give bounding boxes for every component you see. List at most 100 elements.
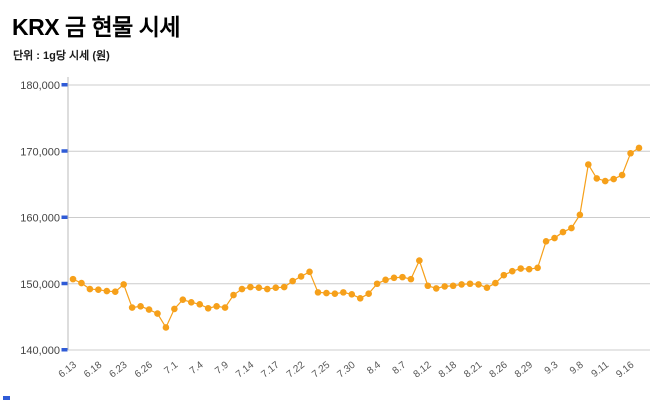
data-point xyxy=(365,290,372,297)
data-point xyxy=(373,280,381,288)
data-point xyxy=(627,149,634,157)
x-axis-label: 6.13 xyxy=(57,359,79,380)
x-axis-label: 7.14 xyxy=(234,359,256,380)
data-point xyxy=(323,289,330,297)
data-point xyxy=(475,281,482,288)
x-axis-label: 7.1 xyxy=(162,359,180,376)
price-line xyxy=(72,147,640,329)
data-point xyxy=(247,283,254,291)
data-point xyxy=(610,175,617,183)
x-axis-label: 6.26 xyxy=(133,359,155,380)
data-point xyxy=(585,161,592,168)
data-point xyxy=(568,224,575,232)
data-point xyxy=(204,304,212,312)
data-point xyxy=(559,228,567,236)
data-point xyxy=(551,234,558,242)
x-axis-label: 7.25 xyxy=(310,359,332,380)
data-point xyxy=(382,276,389,284)
data-point xyxy=(120,281,127,288)
data-point xyxy=(145,306,153,313)
data-point xyxy=(230,291,237,299)
data-point xyxy=(542,238,550,245)
data-point xyxy=(492,279,499,287)
data-point xyxy=(171,305,178,313)
data-point xyxy=(306,268,313,276)
data-point xyxy=(95,286,102,294)
data-point xyxy=(449,282,457,290)
data-point xyxy=(466,280,474,288)
y-axis-tick xyxy=(61,281,68,286)
y-axis-tick xyxy=(61,149,68,153)
x-axis-label: 6.23 xyxy=(107,359,129,380)
data-point xyxy=(356,295,364,302)
data-point xyxy=(280,283,288,291)
data-point xyxy=(508,267,516,275)
data-point xyxy=(69,275,77,283)
bottom-left-axis-tick xyxy=(3,396,10,400)
data-point xyxy=(128,304,136,311)
x-axis-label: 7.17 xyxy=(259,359,281,380)
y-axis-label: 160,000 xyxy=(20,213,60,225)
x-axis-label: 9.3 xyxy=(543,359,561,376)
x-axis-label: 6.18 xyxy=(82,359,104,380)
x-axis-label: 8.12 xyxy=(412,359,434,380)
data-point xyxy=(137,302,144,310)
data-point xyxy=(441,283,449,290)
y-axis-label: 150,000 xyxy=(20,279,60,291)
x-axis-label: 8.21 xyxy=(462,359,484,380)
x-axis-label: 8.18 xyxy=(437,359,459,380)
y-axis-tick xyxy=(61,348,68,352)
x-axis-label: 9.16 xyxy=(614,359,636,380)
data-point xyxy=(314,289,322,296)
page-title: KRX 금 현물 시세 xyxy=(12,14,181,40)
x-axis-label: 8.29 xyxy=(513,359,535,380)
data-point xyxy=(162,324,170,331)
data-point xyxy=(213,302,220,310)
y-axis-tick xyxy=(61,215,68,219)
x-axis-label: 7.22 xyxy=(285,359,307,380)
x-axis-label: 9.8 xyxy=(568,359,586,376)
data-point xyxy=(154,310,161,317)
data-point xyxy=(272,284,280,292)
data-point xyxy=(399,273,406,281)
y-axis-tick xyxy=(61,83,68,87)
data-point xyxy=(297,273,305,280)
x-axis-label: 9.11 xyxy=(590,359,612,379)
data-point xyxy=(517,265,525,272)
data-point xyxy=(255,284,263,292)
data-point xyxy=(111,288,119,295)
data-point xyxy=(525,265,533,273)
data-point xyxy=(593,175,601,182)
data-point xyxy=(348,291,356,298)
x-axis-label: 7.4 xyxy=(188,359,206,376)
unit-label: 단위 : 1g당 시세 (원) xyxy=(13,50,110,62)
data-point xyxy=(407,275,415,283)
data-point xyxy=(340,289,347,296)
data-point xyxy=(78,279,85,287)
data-point xyxy=(500,271,508,279)
data-point xyxy=(390,274,398,282)
data-point xyxy=(576,211,584,219)
data-point xyxy=(221,304,229,311)
data-point xyxy=(424,282,432,290)
data-point xyxy=(196,300,204,308)
data-point xyxy=(238,285,246,293)
data-point xyxy=(289,277,296,285)
data-point xyxy=(635,144,643,152)
x-axis-label: 8.26 xyxy=(488,359,510,380)
data-point xyxy=(432,285,440,292)
x-axis-label: 7.9 xyxy=(213,359,231,376)
data-point xyxy=(601,177,609,185)
y-axis-label: 170,000 xyxy=(20,146,60,158)
data-point xyxy=(103,287,111,295)
data-point xyxy=(458,281,465,288)
y-axis-label: 140,000 xyxy=(20,345,60,357)
data-point xyxy=(331,290,339,297)
y-axis-label: 180,000 xyxy=(20,80,60,92)
x-axis-label: 7.30 xyxy=(336,359,358,380)
x-axis-label: 8.4 xyxy=(365,359,383,376)
data-point xyxy=(483,284,491,292)
data-point xyxy=(179,296,187,303)
